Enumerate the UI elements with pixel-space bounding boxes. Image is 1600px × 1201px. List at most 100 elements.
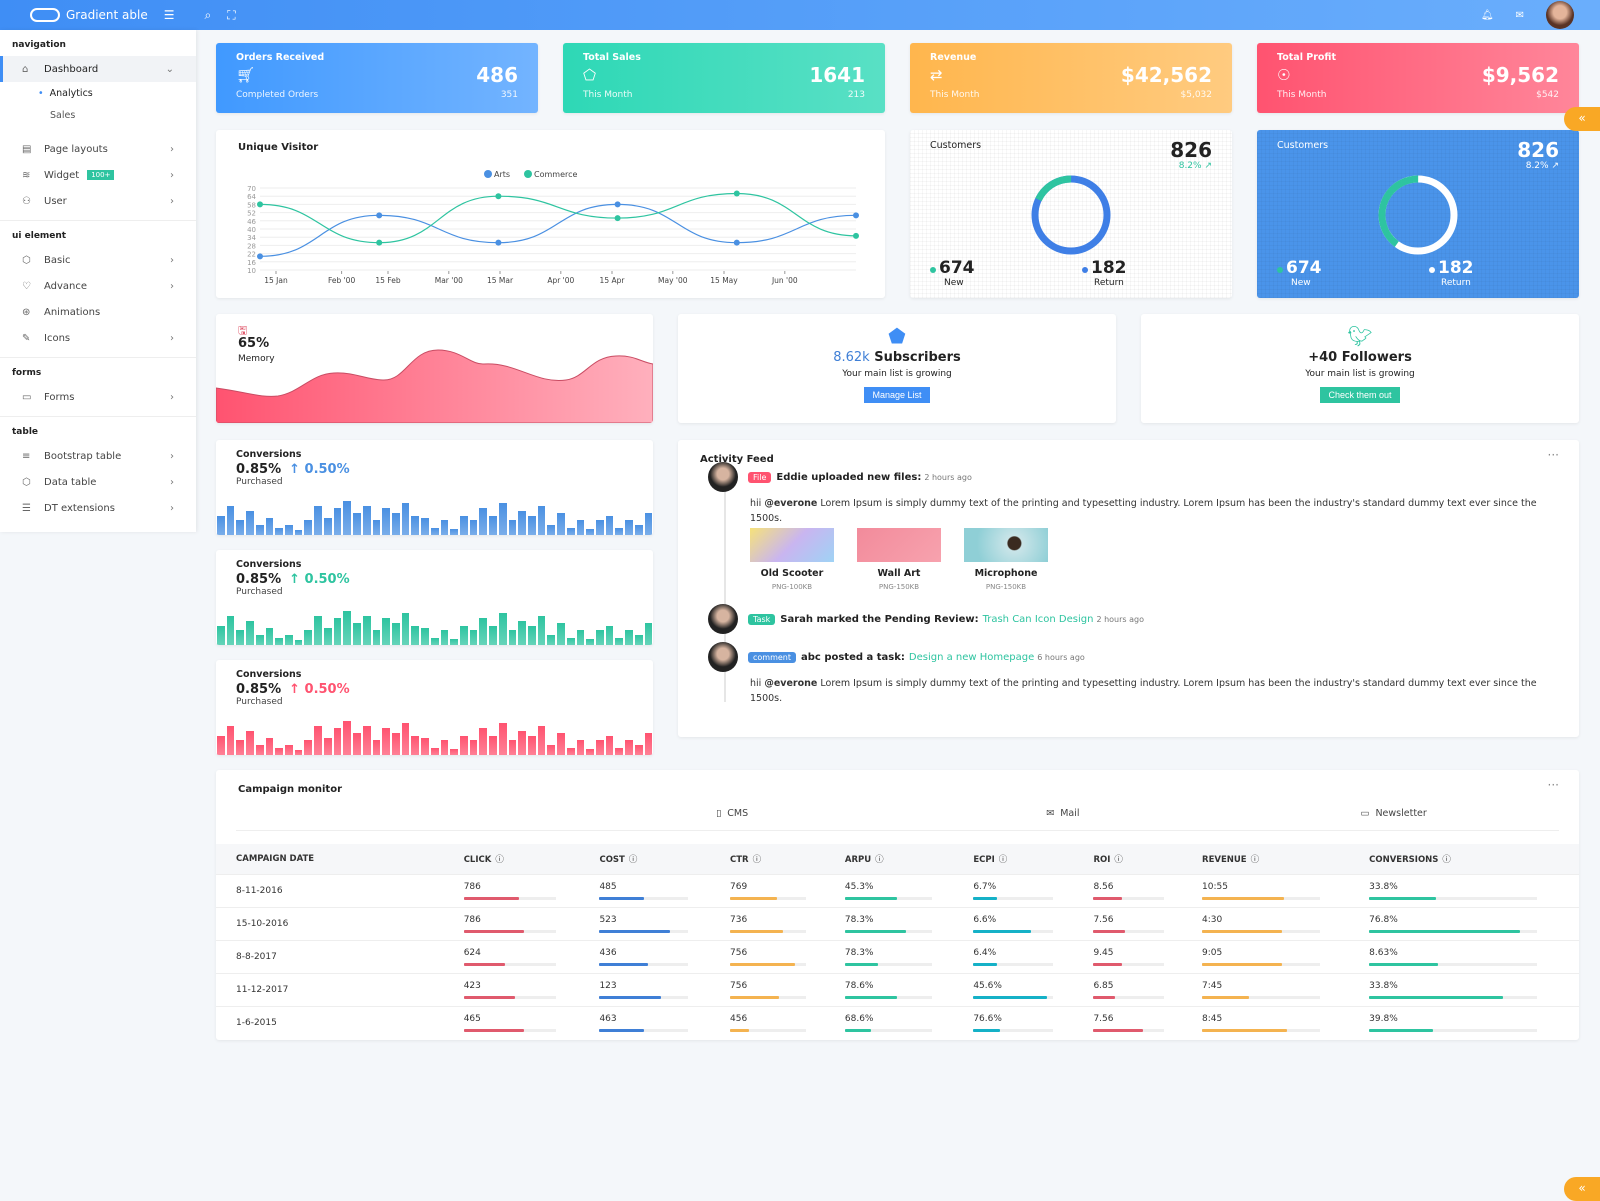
activity-feed-card: Activity Feed ··· File Eddie uploaded new…	[678, 440, 1579, 737]
sidebar-divider	[0, 220, 196, 221]
table-cell: 33.8%	[1349, 972, 1579, 1006]
column-header: CTR ⓘ	[710, 844, 825, 874]
avatar[interactable]	[708, 604, 738, 634]
sidebar-item-dt-extensions[interactable]: ☰ DT extensions ›	[0, 495, 196, 521]
tab-label: CMS	[727, 808, 749, 819]
bar	[528, 625, 536, 645]
menu-icon[interactable]: ☰	[163, 8, 175, 22]
bar	[596, 740, 604, 755]
sidebar-item-page-layouts[interactable]: ▤ Page layouts ›	[0, 136, 196, 162]
sidebar-subitem-sales[interactable]: Sales	[0, 104, 196, 126]
progress-bar	[1093, 1028, 1165, 1032]
new-value: 674	[939, 258, 975, 278]
avatar[interactable]	[708, 642, 738, 672]
data-point	[376, 212, 383, 219]
help-icon[interactable]: ⓘ	[628, 854, 638, 865]
active-dot-icon: •	[38, 87, 44, 99]
sidebar-item-label: Forms	[44, 391, 75, 403]
sidebar-item-bootstrap-table[interactable]: ≡ Bootstrap table ›	[0, 443, 196, 469]
progress-bar	[730, 995, 806, 999]
conversions-change: ↑ 0.50%	[289, 572, 350, 587]
bar	[421, 738, 429, 755]
bar	[255, 745, 264, 755]
check-them-out-button[interactable]: Check them out	[1320, 387, 1400, 403]
help-icon[interactable]: ⓘ	[1250, 854, 1260, 865]
file-name: Old Scooter	[760, 568, 824, 579]
progress-bar	[1202, 1028, 1320, 1032]
file-thumbnail[interactable]	[750, 528, 834, 562]
collapse-icon[interactable]: «	[1564, 107, 1600, 131]
sidebar-item-advance[interactable]: ♡ Advance ›	[0, 273, 196, 299]
help-icon[interactable]: ⓘ	[1442, 854, 1451, 865]
stat-value: 486	[476, 63, 518, 87]
bar	[537, 615, 546, 645]
sidebar-item-forms[interactable]: ▭ Forms ›	[0, 384, 196, 410]
user-avatar[interactable]	[1546, 1, 1574, 29]
help-icon[interactable]: ⓘ	[495, 854, 504, 865]
sidebar-item-basic[interactable]: ⬡ Basic ›	[0, 247, 196, 273]
bar	[615, 637, 624, 645]
mail-icon[interactable]: ✉	[1515, 9, 1524, 21]
sidebar-subitem-analytics[interactable]: • Analytics	[0, 82, 196, 104]
progress-bar	[463, 896, 557, 900]
help-icon[interactable]: ⓘ	[1114, 854, 1123, 865]
sidebar-badge: 100+	[87, 170, 115, 180]
column-header: CLICK ⓘ	[443, 844, 580, 874]
file-thumbnail[interactable]	[964, 528, 1048, 562]
cell-value: 6.4%	[973, 947, 997, 958]
manage-list-button[interactable]: Manage List	[864, 387, 930, 403]
conversions-bar-chart	[216, 501, 653, 535]
mention[interactable]: @everone	[764, 678, 818, 689]
more-options-icon[interactable]: ···	[1547, 778, 1559, 792]
feather-icon: ✎	[22, 332, 31, 344]
customers-donut	[1031, 175, 1111, 255]
progress-fill	[973, 929, 1031, 933]
activity-link[interactable]: Trash Can Icon Design	[982, 613, 1094, 625]
bar	[479, 618, 488, 645]
help-icon[interactable]: ⓘ	[998, 854, 1008, 865]
progress-fill	[973, 1028, 1000, 1032]
tab-label: Mail	[1060, 808, 1080, 819]
cell-value: 76.8%	[1369, 914, 1398, 925]
table-cell: 6.7%	[953, 873, 1074, 907]
sidebar-item-data-table[interactable]: ⬡ Data table ›	[0, 469, 196, 495]
sidebar-item-widget[interactable]: ≋ Widget 100+ ›	[0, 162, 196, 188]
help-icon[interactable]: ⓘ	[875, 854, 884, 865]
help-icon[interactable]: ⓘ	[752, 854, 762, 865]
activity-link[interactable]: Design a new Homepage	[908, 651, 1035, 663]
sidebar-item-label: Dashboard	[44, 63, 99, 75]
column-header: COST ⓘ	[579, 844, 710, 874]
search-icon[interactable]: ⌕	[204, 7, 212, 22]
mention[interactable]: @everone	[764, 498, 818, 509]
y-tick-label: 10	[247, 267, 256, 275]
conversions-value: 0.85%	[236, 682, 282, 697]
stat-sub-value: 351	[500, 90, 518, 100]
bar	[625, 740, 633, 755]
progress-fill	[730, 896, 778, 900]
file-thumbnail[interactable]	[857, 528, 941, 562]
sidebar-item-dashboard[interactable]: ⌂ Dashboard ⌄	[0, 56, 196, 82]
stat-card-revenue: Revenue ⇄ $42,562 This Month $5,032	[910, 43, 1232, 113]
bar	[304, 520, 313, 535]
progress-bar	[463, 962, 557, 966]
brand-logo[interactable]: Gradient able	[30, 8, 148, 22]
progress-bar	[1202, 962, 1320, 966]
bar	[644, 733, 653, 755]
more-options-icon[interactable]: ···	[1547, 448, 1559, 462]
mail-open-icon: ⬟	[888, 324, 906, 348]
conversions-label: Purchased	[236, 697, 283, 707]
bar	[596, 520, 604, 535]
table-cell: 8-8-2017	[216, 939, 444, 973]
avatar[interactable]	[708, 462, 738, 492]
sidebar-item-user[interactable]: ⚇ User ›	[0, 188, 196, 214]
sidebar-item-animations[interactable]: ⊛ Animations	[0, 299, 196, 325]
collapse-icon[interactable]: «	[1564, 1177, 1600, 1201]
bell-icon[interactable]: 🔔︎	[1480, 9, 1494, 21]
legend-label: Arts	[494, 170, 510, 179]
bar	[440, 630, 449, 645]
column-header: CONVERSIONS ⓘ	[1349, 844, 1579, 874]
cell-value: 756	[730, 947, 748, 958]
sidebar-item-label: Advance	[44, 280, 88, 292]
sidebar-item-icons[interactable]: ✎ Icons ›	[0, 325, 196, 351]
fullscreen-icon[interactable]: ⛶	[227, 7, 236, 22]
